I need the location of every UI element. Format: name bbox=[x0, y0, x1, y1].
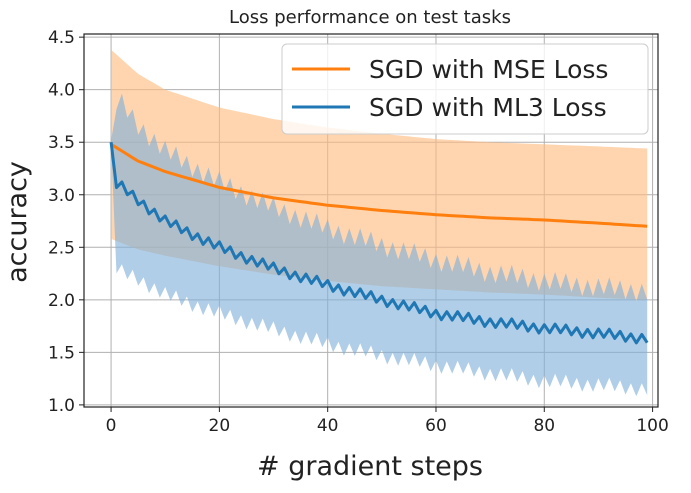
x-tick-label: 0 bbox=[106, 416, 117, 436]
axis-ticks: 0 20 40 60 80 100 1.0 1.5 2.0 2.5 3.0 3.5 4.0 4.5 bbox=[48, 28, 669, 436]
y-tick-label: 4.0 bbox=[48, 81, 75, 101]
x-tick-label: 60 bbox=[425, 416, 447, 436]
plot-area-frame bbox=[83, 33, 659, 408]
line-sgd-with-mse-loss bbox=[110, 143, 648, 228]
x-tick-label: 20 bbox=[209, 416, 231, 436]
x-tick-label: 100 bbox=[636, 416, 668, 436]
x-axis-label: # gradient steps bbox=[257, 451, 483, 482]
y-tick-label: 2.0 bbox=[48, 291, 75, 311]
y-axis-label: accuracy bbox=[2, 161, 33, 283]
y-tick-label: 4.5 bbox=[48, 28, 75, 48]
x-tick-label: 80 bbox=[533, 416, 555, 436]
chart-title: Loss performance on test tasks bbox=[229, 7, 511, 28]
y-tick-label: 2.5 bbox=[48, 238, 75, 258]
legend-label-mse: SGD with MSE Loss bbox=[369, 55, 608, 84]
y-tick-label: 3.0 bbox=[48, 186, 75, 206]
series-lines bbox=[109, 142, 649, 345]
legend-label-ml3: SGD with ML3 Loss bbox=[369, 93, 607, 122]
y-tick-label: 1.0 bbox=[48, 396, 75, 416]
y-tick-label: 3.5 bbox=[48, 133, 75, 153]
legend-frame bbox=[281, 43, 649, 135]
legend: SGD with MSE Loss SGD with ML3 Loss bbox=[281, 43, 649, 135]
x-tick-label: 40 bbox=[317, 416, 339, 436]
y-tick-label: 1.5 bbox=[48, 343, 75, 363]
line-sgd-with-ml3-loss bbox=[109, 142, 649, 345]
